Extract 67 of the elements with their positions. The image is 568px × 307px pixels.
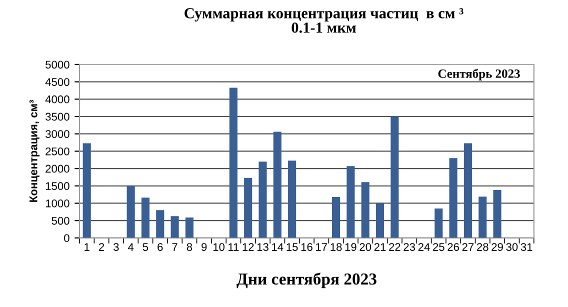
x-tick-label: 25 [433,243,444,251]
bar [126,186,135,238]
x-tick-label: 11 [228,243,239,251]
x-tick-label: 8 [186,243,192,251]
x-tick-label: 19 [345,243,356,251]
x-tick-label: 12 [242,243,254,251]
y-tick-label: 2500 [46,147,70,156]
x-tick-label: 2 [98,243,104,251]
y-tick-label: 2000 [46,164,70,173]
x-tick-label: 9 [202,243,207,251]
x-tick-label: 3 [114,243,119,251]
bar [82,143,91,238]
x-tick-label: 15 [286,243,298,251]
x-tick-label: 4 [128,243,134,251]
x-tick-label: 27 [462,243,474,251]
x-tick-label: 28 [476,243,488,251]
x-tick-label: 1 [84,243,90,251]
y-tick-label: 500 [52,216,70,225]
bar [434,208,443,238]
bar [464,143,472,238]
bar [156,210,164,238]
x-tick-label: 24 [418,243,430,251]
bar [244,178,252,238]
x-tick-label: 10 [213,243,225,251]
x-tick-label: 23 [404,243,416,251]
bar [376,203,384,238]
y-tick-label: 5000 [46,60,70,69]
bar [170,216,179,238]
x-tick-label: 21 [374,243,386,251]
bar [390,116,399,238]
bar [258,162,267,238]
bar [273,132,282,238]
bar [141,198,150,238]
bar [493,190,502,238]
x-tick-label: 17 [316,243,327,251]
x-tick-label: 30 [506,243,518,251]
bar [332,196,340,238]
chart-title: Суммарная концентрация частиц в см ³ 0.1-1 мкм [184,8,464,33]
y-tick-label: 4500 [45,78,70,86]
x-tick-label: 20 [360,243,372,251]
y-tick-label: 4000 [45,95,70,104]
y-tick-label: 3500 [46,112,70,121]
y-tick-label: 1500 [46,182,70,190]
bar [229,88,238,238]
y-tick-label: 1000 [46,200,70,208]
y-axis-title: Концентрация, см³ [29,100,40,202]
bar [346,166,355,238]
bar [361,182,370,238]
x-tick-label: 22 [389,243,400,251]
x-tick-label: 31 [520,243,532,251]
y-tick-label: 0 [64,234,70,242]
x-tick-label: 14 [272,243,284,251]
bar [449,158,458,238]
x-tick-label: 26 [448,243,459,251]
bar [185,217,194,238]
x-tick-label: 13 [257,243,268,251]
y-tick-label: 3000 [46,130,70,138]
x-tick-label: 6 [158,243,163,251]
bar [478,196,487,238]
bar [288,160,296,238]
x-tick-label: 7 [172,243,178,251]
x-tick-label: 5 [142,243,148,251]
x-tick-label: 16 [301,243,312,251]
x-tick-label: 29 [492,243,503,251]
x-axis-title: Дни сентября 2023 [236,272,376,288]
x-tick-label: 18 [330,243,342,251]
annotation: Сентябрь 2023 [438,68,520,80]
